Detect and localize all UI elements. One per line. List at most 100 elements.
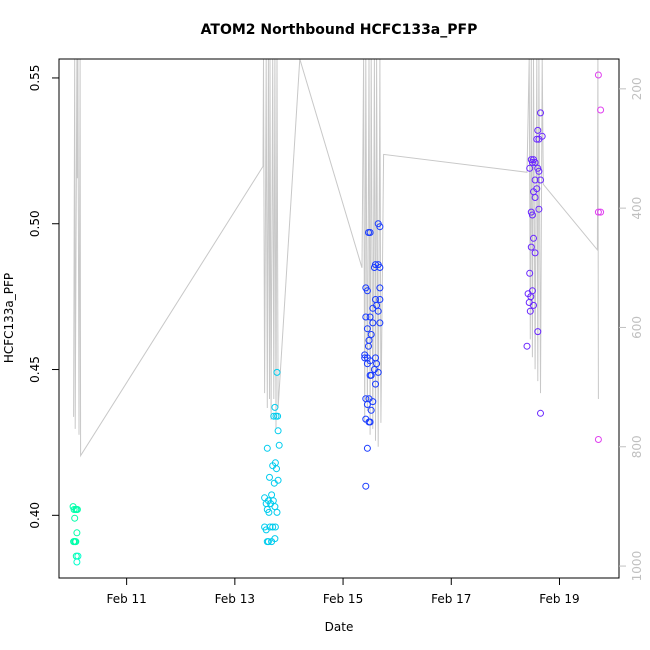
data-point <box>366 371 374 379</box>
y-tick-label: 0.50 <box>28 210 42 237</box>
data-point <box>265 508 273 516</box>
data-point <box>269 523 277 531</box>
data-point <box>262 526 270 534</box>
x-tick-label: Feb 15 <box>323 592 363 606</box>
data-point <box>362 482 370 490</box>
data-point <box>376 319 384 327</box>
x-axis-label: Date <box>325 620 354 634</box>
data-point <box>273 368 281 376</box>
data-point <box>372 380 379 388</box>
data-point <box>531 176 539 184</box>
data-point <box>537 109 544 117</box>
data-point <box>530 301 537 309</box>
x-tick-label: Feb 17 <box>431 592 471 606</box>
data-point <box>275 441 283 449</box>
y-axis-label: HCFC133a_PFP <box>2 273 16 363</box>
y-tick-label: 0.40 <box>28 502 42 529</box>
data-point <box>531 194 539 201</box>
data-point <box>526 307 534 315</box>
data-point <box>597 106 605 114</box>
data-point <box>533 135 541 143</box>
data-point <box>363 287 371 295</box>
data-point <box>274 427 282 435</box>
data-point <box>270 412 278 420</box>
data-point <box>376 296 384 303</box>
data-point <box>527 243 535 251</box>
right-y-tick-label: 200 <box>630 77 644 100</box>
data-point <box>535 167 543 175</box>
x-tick-label: Feb 19 <box>539 592 579 606</box>
y-tick-label: 0.55 <box>28 65 42 92</box>
data-point <box>271 535 279 543</box>
data-point <box>271 523 279 531</box>
data-point <box>274 412 282 420</box>
chart-title: ATOM2 Northbound HCFC133a_PFP <box>201 22 478 38</box>
data-point <box>363 325 371 333</box>
data-point <box>537 409 544 417</box>
data-point <box>266 473 273 481</box>
data-point <box>367 406 375 414</box>
data-point <box>530 234 537 242</box>
data-point <box>365 418 373 426</box>
data-point <box>366 229 374 236</box>
data-point <box>531 159 539 166</box>
x-tick-label: Feb 11 <box>106 592 146 606</box>
data-point <box>594 71 602 79</box>
data-point <box>374 368 382 376</box>
data-point <box>534 164 542 172</box>
data-point <box>268 491 276 499</box>
data-point <box>361 354 369 362</box>
data-point <box>363 444 371 452</box>
data-point <box>526 269 534 277</box>
data-point <box>271 403 279 411</box>
data-point <box>594 436 602 443</box>
data-point <box>531 249 539 257</box>
data-point <box>363 401 371 408</box>
data-point <box>369 304 377 312</box>
data-point <box>264 538 272 546</box>
data-point <box>528 159 536 166</box>
data-point <box>73 506 81 513</box>
data-point <box>525 299 533 306</box>
data-point <box>376 284 384 292</box>
x-tick-label: Feb 13 <box>215 592 255 606</box>
data-point <box>523 342 531 350</box>
data-point <box>370 264 378 271</box>
data-point <box>71 514 79 522</box>
data-point <box>369 398 377 406</box>
data-point <box>273 508 281 516</box>
data-point <box>597 208 605 216</box>
data-point <box>270 479 278 487</box>
data-point <box>526 164 534 172</box>
right-y-tick-label: 600 <box>630 316 644 339</box>
right-y-tick-label: 1000 <box>630 551 644 582</box>
data-point <box>362 313 370 321</box>
data-point <box>376 223 384 231</box>
data-point <box>373 360 381 368</box>
right-y-tick-label: 800 <box>630 435 644 458</box>
data-point <box>365 342 372 350</box>
data-point <box>271 503 279 511</box>
data-point <box>534 328 542 336</box>
data-point <box>363 360 371 368</box>
data-point <box>263 444 271 452</box>
data-point <box>528 211 536 219</box>
data-point <box>73 529 81 537</box>
data-point <box>72 538 80 546</box>
data-point <box>535 205 543 213</box>
data-point <box>366 313 374 321</box>
data-point <box>534 126 542 134</box>
data-point <box>369 319 377 327</box>
data-point <box>367 331 375 338</box>
data-point <box>273 465 280 473</box>
right-y-tick-label: 400 <box>630 197 644 220</box>
data-point <box>73 558 81 566</box>
data-point <box>374 307 382 315</box>
y-tick-label: 0.45 <box>28 356 42 383</box>
altitude-trace-line <box>73 59 599 458</box>
data-point <box>74 552 82 560</box>
data-point <box>537 176 544 184</box>
plot-frame <box>58 58 620 579</box>
data-point <box>594 208 602 216</box>
